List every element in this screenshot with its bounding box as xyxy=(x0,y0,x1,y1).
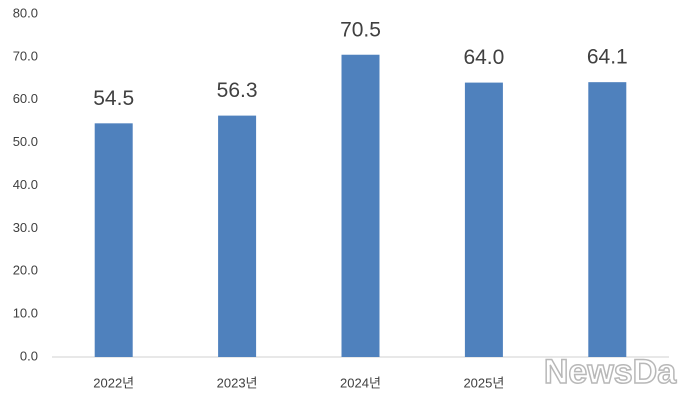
watermark: NewsDa xyxy=(544,353,677,391)
bar xyxy=(588,82,627,357)
y-tick-label: 80.0 xyxy=(13,5,38,20)
bar xyxy=(341,54,380,357)
y-tick-label: 20.0 xyxy=(13,263,38,278)
bar xyxy=(94,123,133,357)
y-tick-label: 10.0 xyxy=(13,306,38,321)
value-label: 64.1 xyxy=(587,46,628,69)
y-tick-label: 40.0 xyxy=(13,177,38,192)
bar xyxy=(464,82,503,357)
x-tick-label: 2023년 xyxy=(217,375,258,390)
x-tick-label: 2024년 xyxy=(340,375,381,390)
y-tick-label: 30.0 xyxy=(13,220,38,235)
y-tick-label: 50.0 xyxy=(13,134,38,149)
x-tick-label: 2022년 xyxy=(93,375,134,390)
value-label: 70.5 xyxy=(340,18,381,41)
value-label: 54.5 xyxy=(93,87,134,110)
value-label: 56.3 xyxy=(217,79,258,102)
value-label: 64.0 xyxy=(463,46,504,69)
y-tick-label: 70.0 xyxy=(13,48,38,63)
bar xyxy=(218,115,257,358)
x-tick-label: 2025년 xyxy=(463,375,504,390)
y-tick-label: 60.0 xyxy=(13,91,38,106)
y-tick-label: 0.0 xyxy=(20,348,38,363)
